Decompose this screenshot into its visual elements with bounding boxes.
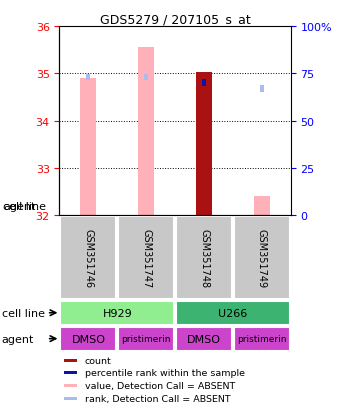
Bar: [86, 74, 90, 81]
Bar: [176, 216, 232, 299]
Text: GSM351749: GSM351749: [257, 228, 267, 287]
Text: rank, Detection Call = ABSENT: rank, Detection Call = ABSENT: [85, 394, 231, 403]
Title: GDS5279 / 207105_s_at: GDS5279 / 207105_s_at: [100, 13, 251, 26]
Text: H929: H929: [102, 308, 132, 318]
Bar: [196, 73, 212, 216]
Text: U266: U266: [218, 308, 248, 318]
Bar: [118, 216, 174, 299]
Text: GSM351746: GSM351746: [83, 228, 94, 287]
Bar: [176, 301, 290, 325]
Text: pristimerin: pristimerin: [121, 335, 171, 343]
Bar: [80, 79, 97, 216]
Bar: [254, 197, 270, 216]
Text: percentile rank within the sample: percentile rank within the sample: [85, 368, 245, 377]
Bar: [138, 48, 154, 216]
Bar: [202, 80, 206, 87]
Text: GSM351747: GSM351747: [141, 228, 151, 287]
Text: agent: agent: [2, 334, 34, 344]
Bar: [64, 359, 77, 362]
Bar: [260, 86, 264, 93]
Text: cell line: cell line: [3, 202, 46, 211]
Text: DMSO: DMSO: [187, 334, 221, 344]
Bar: [144, 74, 148, 81]
Text: pristimerin: pristimerin: [237, 335, 287, 343]
Bar: [64, 371, 77, 375]
Bar: [61, 216, 116, 299]
Text: GSM351748: GSM351748: [199, 228, 209, 287]
Bar: [61, 327, 116, 351]
Bar: [176, 327, 232, 351]
Text: agent: agent: [3, 202, 36, 211]
Bar: [61, 301, 174, 325]
Bar: [234, 327, 290, 351]
Bar: [118, 327, 174, 351]
Text: DMSO: DMSO: [71, 334, 105, 344]
Bar: [234, 216, 290, 299]
Bar: [64, 384, 77, 387]
Text: value, Detection Call = ABSENT: value, Detection Call = ABSENT: [85, 381, 235, 390]
Text: cell line: cell line: [2, 308, 45, 318]
Bar: [64, 397, 77, 400]
Text: count: count: [85, 356, 112, 365]
